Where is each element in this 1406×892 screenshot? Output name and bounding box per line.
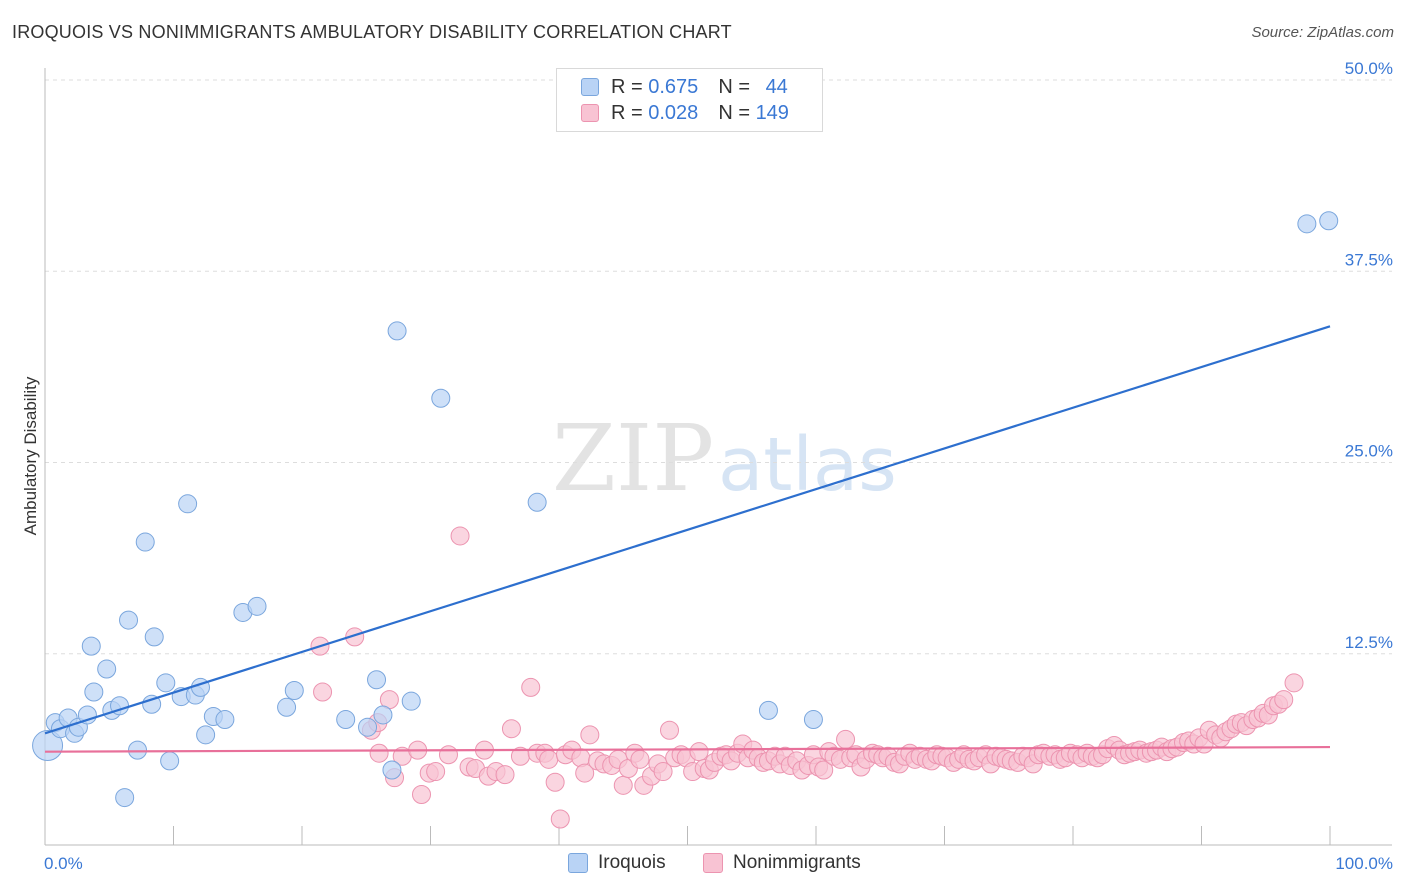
legend-row-iroquois: R = 0.675 N = 44: [581, 75, 788, 99]
x-tick-label: 0.0%: [44, 854, 83, 873]
nonimmigrants-point: [653, 762, 673, 782]
nonimmigrants-point: [814, 760, 834, 780]
iroquois-legend-swatch: [568, 853, 588, 873]
nonimmigrants-point: [1284, 673, 1304, 693]
nonimmigrants-n-value: 149: [755, 101, 789, 124]
iroquois-point: [81, 636, 101, 656]
watermark-zip: ZIP: [552, 405, 714, 512]
iroquois-n-value: 44: [765, 75, 788, 98]
nonimmigrants-point: [630, 749, 650, 769]
nonimmigrants-legend-label: Nonimmigrants: [733, 852, 861, 873]
y-axis-label: Ambulatory Disability: [21, 376, 40, 535]
iroquois-point: [247, 596, 267, 616]
iroquois-point: [142, 694, 162, 714]
nonimmigrants-point: [426, 762, 446, 782]
nonimmigrants-point: [836, 729, 856, 749]
iroquois-n-label: N =: [718, 75, 756, 98]
y-tick-label: 12.5%: [1345, 633, 1393, 652]
iroquois-point: [156, 673, 176, 693]
iroquois-point: [119, 610, 139, 630]
legend-row-nonimmigrants: R = 0.028 N = 149: [581, 101, 789, 125]
x-tick-label: 100.0%: [1335, 854, 1393, 873]
iroquois-point: [1319, 211, 1339, 231]
iroquois-legend-label: Iroquois: [598, 852, 666, 873]
nonimmigrants-legend-swatch: [703, 853, 723, 873]
iroquois-point: [336, 710, 356, 730]
iroquois-point: [128, 740, 148, 760]
nonimmigrants-point: [545, 772, 565, 792]
source-label: Source: ZipAtlas.com: [1251, 24, 1394, 41]
iroquois-r-label: R =: [611, 75, 649, 98]
iroquois-point: [367, 670, 387, 690]
nonimmigrants-point: [539, 749, 559, 769]
y-tick-label: 25.0%: [1345, 442, 1393, 461]
iroquois-point: [196, 725, 216, 745]
nonimmigrants-point: [501, 719, 521, 739]
iroquois-point: [358, 717, 378, 737]
nonimmigrants-point: [495, 765, 515, 785]
nonimmigrants-r-label: R =: [611, 101, 649, 124]
iroquois-point: [84, 682, 104, 702]
iroquois-point: [387, 321, 407, 341]
nonimmigrants-point: [613, 775, 633, 795]
legend-item-nonimmigrants: Nonimmigrants: [703, 852, 861, 874]
chart-title: IROQUOIS VS NONIMMIGRANTS AMBULATORY DIS…: [12, 22, 732, 42]
iroquois-point: [144, 627, 164, 647]
nonimmigrants-n-label: N =: [718, 101, 756, 124]
nonimmigrants-point: [1274, 690, 1294, 710]
iroquois-point: [431, 388, 451, 408]
iroquois-point: [178, 494, 198, 514]
nonimmigrants-point: [412, 785, 432, 805]
nonimmigrants-point: [313, 682, 333, 702]
nonimmigrants-point: [345, 627, 365, 647]
nonimmigrants-trend-line: [44, 745, 1331, 753]
nonimmigrants-r-value: 0.028: [648, 101, 699, 124]
iroquois-point: [382, 760, 402, 780]
nonimmigrants-point: [450, 526, 470, 546]
correlation-legend: R = 0.675 N = 44 R = 0.028 N = 149: [556, 68, 823, 132]
iroquois-point: [803, 710, 823, 730]
iroquois-point: [115, 788, 135, 808]
iroquois-point: [160, 751, 180, 771]
iroquois-point: [401, 691, 421, 711]
watermark-atlas: atlas: [718, 422, 897, 508]
iroquois-point: [215, 710, 235, 730]
nonimmigrants-point: [438, 745, 458, 765]
iroquois-point: [1297, 214, 1317, 234]
iroquois-point: [277, 697, 297, 717]
nonimmigrants-point: [550, 809, 570, 829]
nonimmigrants-point: [521, 677, 541, 697]
iroquois-point: [284, 680, 304, 700]
iroquois-trend-line: [44, 325, 1331, 735]
iroquois-r-value: 0.675: [648, 75, 699, 98]
nonimmigrants-swatch: [581, 104, 599, 122]
iroquois-point: [135, 532, 155, 552]
nonimmigrants-point: [369, 743, 389, 763]
iroquois-point: [527, 492, 547, 512]
nonimmigrants-point: [689, 742, 709, 762]
nonimmigrants-point: [660, 720, 680, 740]
iroquois-point: [97, 659, 117, 679]
y-tick-label: 37.5%: [1345, 250, 1393, 269]
legend-item-iroquois: Iroquois: [568, 852, 666, 874]
iroquois-point: [373, 705, 393, 725]
nonimmigrants-point: [580, 725, 600, 745]
iroquois-swatch: [581, 78, 599, 96]
nonimmigrants-point: [575, 763, 595, 783]
iroquois-point: [758, 700, 778, 720]
iroquois-point: [32, 730, 64, 762]
y-tick-label: 50.0%: [1345, 59, 1393, 78]
